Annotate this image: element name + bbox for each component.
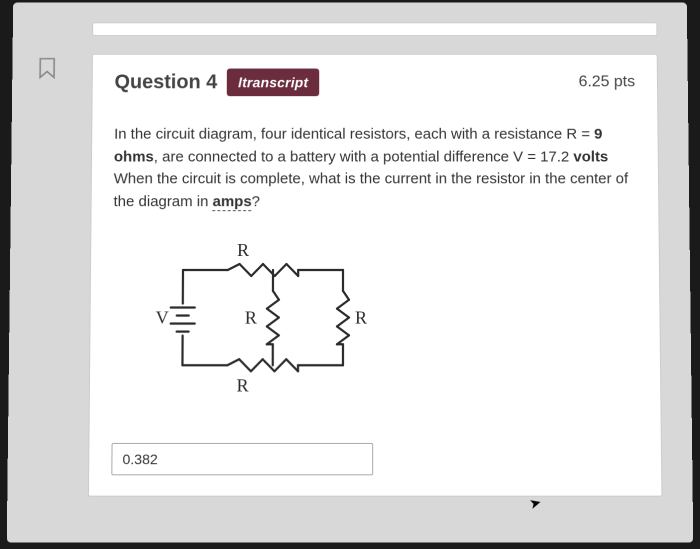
question-header: Question 4 ltranscript 6.25 pts	[114, 69, 635, 97]
svg-text:R: R	[245, 307, 257, 327]
svg-text:R: R	[355, 307, 367, 327]
question-number: Question 4	[114, 71, 217, 94]
circuit-diagram: R R R R V	[142, 225, 638, 411]
svg-text:V: V	[156, 307, 169, 327]
previous-card-edge	[92, 22, 657, 36]
question-card: Question 4 ltranscript 6.25 pts In the c…	[88, 54, 663, 497]
transcript-button[interactable]: ltranscript	[227, 69, 319, 97]
question-points: 6.25 pts	[578, 73, 635, 91]
circuit-svg: R R R R V	[142, 225, 373, 405]
question-body: In the circuit diagram, four identical r…	[113, 124, 636, 213]
device-frame: Question 4 ltranscript 6.25 pts In the c…	[7, 3, 693, 543]
bookmark-icon[interactable]	[38, 58, 56, 80]
answer-input[interactable]	[111, 443, 373, 475]
svg-text:R: R	[236, 375, 248, 395]
svg-text:R: R	[237, 240, 249, 260]
question-header-left: Question 4 ltranscript	[114, 69, 319, 97]
